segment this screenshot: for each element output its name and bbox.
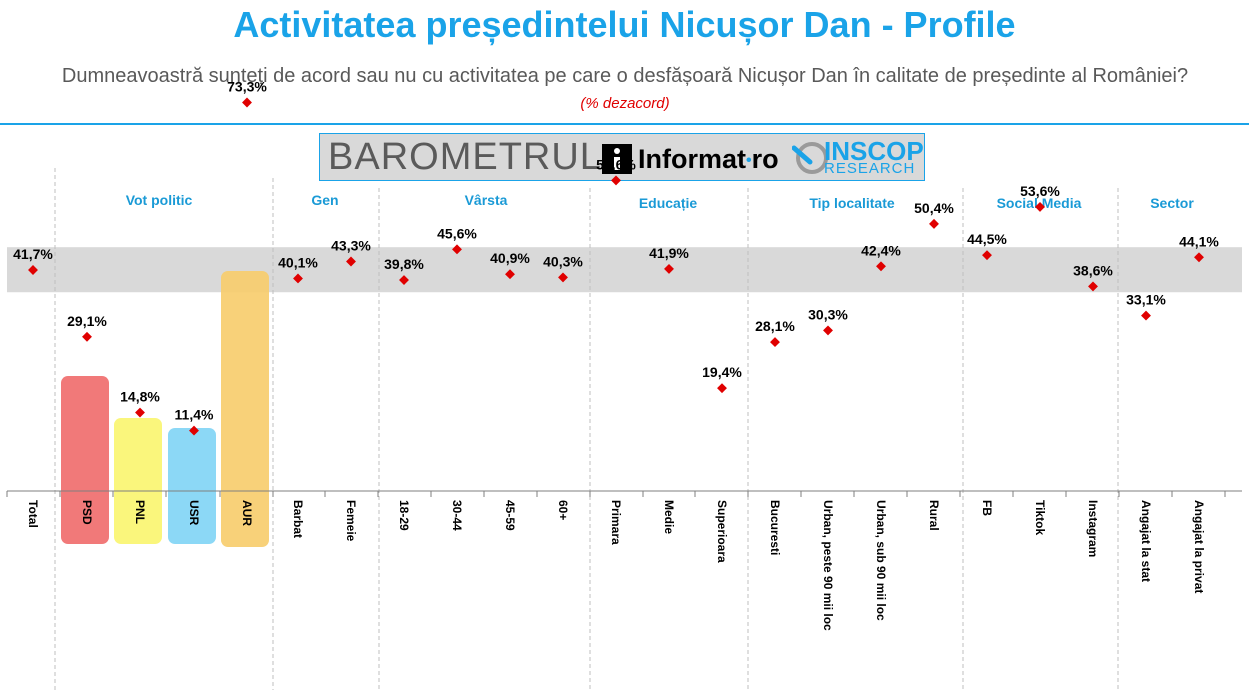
data-point-9 xyxy=(505,269,515,280)
data-point-19 xyxy=(1035,201,1045,212)
informat-logo-tld: ro xyxy=(751,144,779,174)
data-point-7 xyxy=(399,275,409,286)
value-label: 19,4% xyxy=(702,364,742,380)
data-point-15 xyxy=(823,325,833,336)
data-point-16 xyxy=(876,261,886,272)
data-point-2 xyxy=(135,407,145,418)
category-label: AUR xyxy=(240,500,254,526)
value-label: 11,4% xyxy=(175,407,214,423)
category-label: 45-59 xyxy=(503,500,517,531)
highlight-bar-aur xyxy=(221,271,269,547)
data-point-22 xyxy=(1194,252,1204,263)
value-label: 29,1% xyxy=(67,313,107,329)
category-label: PSD xyxy=(80,500,94,525)
value-label: 44,1% xyxy=(1179,233,1219,249)
value-label: 33,1% xyxy=(1126,292,1166,308)
category-label: Primara xyxy=(609,500,623,545)
value-label: 38,6% xyxy=(1073,262,1113,278)
group-label: Tip localitate xyxy=(809,195,895,211)
value-label: 40,1% xyxy=(278,254,318,270)
category-label: Barbat xyxy=(291,500,305,538)
category-label: Bucuresti xyxy=(768,500,782,555)
value-label: 30,3% xyxy=(808,306,848,322)
category-label: 18-29 xyxy=(397,500,411,531)
data-point-1 xyxy=(82,331,92,342)
data-point-10 xyxy=(558,272,568,283)
group-label: Vârsta xyxy=(465,192,508,208)
value-label: 40,3% xyxy=(543,253,583,269)
informat-logo-text: Informat•ro xyxy=(638,144,779,175)
highlight-bar-psd xyxy=(61,376,109,544)
data-point-8 xyxy=(452,244,462,255)
value-label: 42,4% xyxy=(861,242,901,258)
informat-i-icon xyxy=(602,144,632,174)
value-label: 41,9% xyxy=(649,245,689,261)
category-label: PNL xyxy=(133,500,147,524)
category-label: Rural xyxy=(927,500,941,531)
highlight-bar-usr xyxy=(168,428,216,544)
category-label: 60+ xyxy=(556,500,570,520)
data-point-20 xyxy=(1088,281,1098,292)
group-label: Gen xyxy=(311,192,338,208)
value-label: 50,4% xyxy=(914,200,954,216)
data-point-12 xyxy=(664,263,674,274)
category-label: Tiktok xyxy=(1033,500,1047,535)
data-point-11 xyxy=(611,175,621,186)
logo-banner: BAROMETRUL Informat•ro INSCOP RESEARCH xyxy=(319,133,925,181)
value-label: 28,1% xyxy=(755,318,795,334)
informat-logo-name: Informat xyxy=(638,144,746,174)
highlight-bar-pnl xyxy=(114,418,162,544)
page-subtitle: Dumneavoastră sunteți de acord sau nu cu… xyxy=(60,63,1190,117)
inscop-logo-subtext: RESEARCH xyxy=(824,160,916,177)
value-label: 39,8% xyxy=(384,256,424,272)
inscop-icon xyxy=(792,142,828,174)
value-label: 40,9% xyxy=(490,250,530,266)
data-point-3 xyxy=(189,425,199,436)
data-point-4 xyxy=(242,97,252,108)
data-point-13 xyxy=(717,383,727,394)
category-label: Femeie xyxy=(344,500,358,542)
value-label: 43,3% xyxy=(331,238,371,254)
category-label: Total xyxy=(26,500,40,528)
category-label: 30-44 xyxy=(450,500,464,531)
header-divider xyxy=(0,123,1249,125)
group-label: Vot politic xyxy=(126,192,193,208)
value-label: 73,3% xyxy=(227,79,267,95)
category-label: Medie xyxy=(662,500,676,534)
category-label: USR xyxy=(187,500,201,526)
value-label: 45,6% xyxy=(437,225,477,241)
category-label: Urban, peste 90 mii loc xyxy=(821,500,835,631)
data-point-14 xyxy=(770,337,780,348)
data-point-21 xyxy=(1141,310,1151,321)
barometrul-logo: BAROMETRUL xyxy=(328,136,602,178)
value-label: 41,7% xyxy=(13,246,53,262)
value-label: 53,6% xyxy=(1020,183,1060,199)
reference-band xyxy=(7,247,1242,293)
group-label: Sector xyxy=(1150,195,1194,211)
category-label: Angajat la privat xyxy=(1192,500,1206,593)
category-label: Superioara xyxy=(715,500,729,563)
group-label: Educație xyxy=(639,195,698,211)
data-point-5 xyxy=(293,273,303,284)
value-label: 14,8% xyxy=(120,389,160,405)
category-label: FB xyxy=(980,500,994,516)
category-label: Urban, sub 90 mii loc xyxy=(874,500,888,621)
data-point-6 xyxy=(346,256,356,267)
category-label: Instagram xyxy=(1086,500,1100,557)
inscop-logo: INSCOP RESEARCH xyxy=(792,136,924,180)
category-label: Angajat la stat xyxy=(1139,500,1153,582)
value-label: 58,6% xyxy=(596,156,636,172)
data-point-17 xyxy=(929,218,939,229)
subtitle-question: Dumneavoastră sunteți de acord sau nu cu… xyxy=(61,65,1189,87)
inscop-logo-text: INSCOP xyxy=(824,136,924,166)
data-point-18 xyxy=(982,250,992,261)
value-label: 44,5% xyxy=(967,231,1007,247)
subtitle-note: (% dezacord) xyxy=(580,95,670,112)
page-title: Activitatea președintelui Nicușor Dan - … xyxy=(233,4,1016,45)
informat-logo-dot: • xyxy=(746,151,752,169)
